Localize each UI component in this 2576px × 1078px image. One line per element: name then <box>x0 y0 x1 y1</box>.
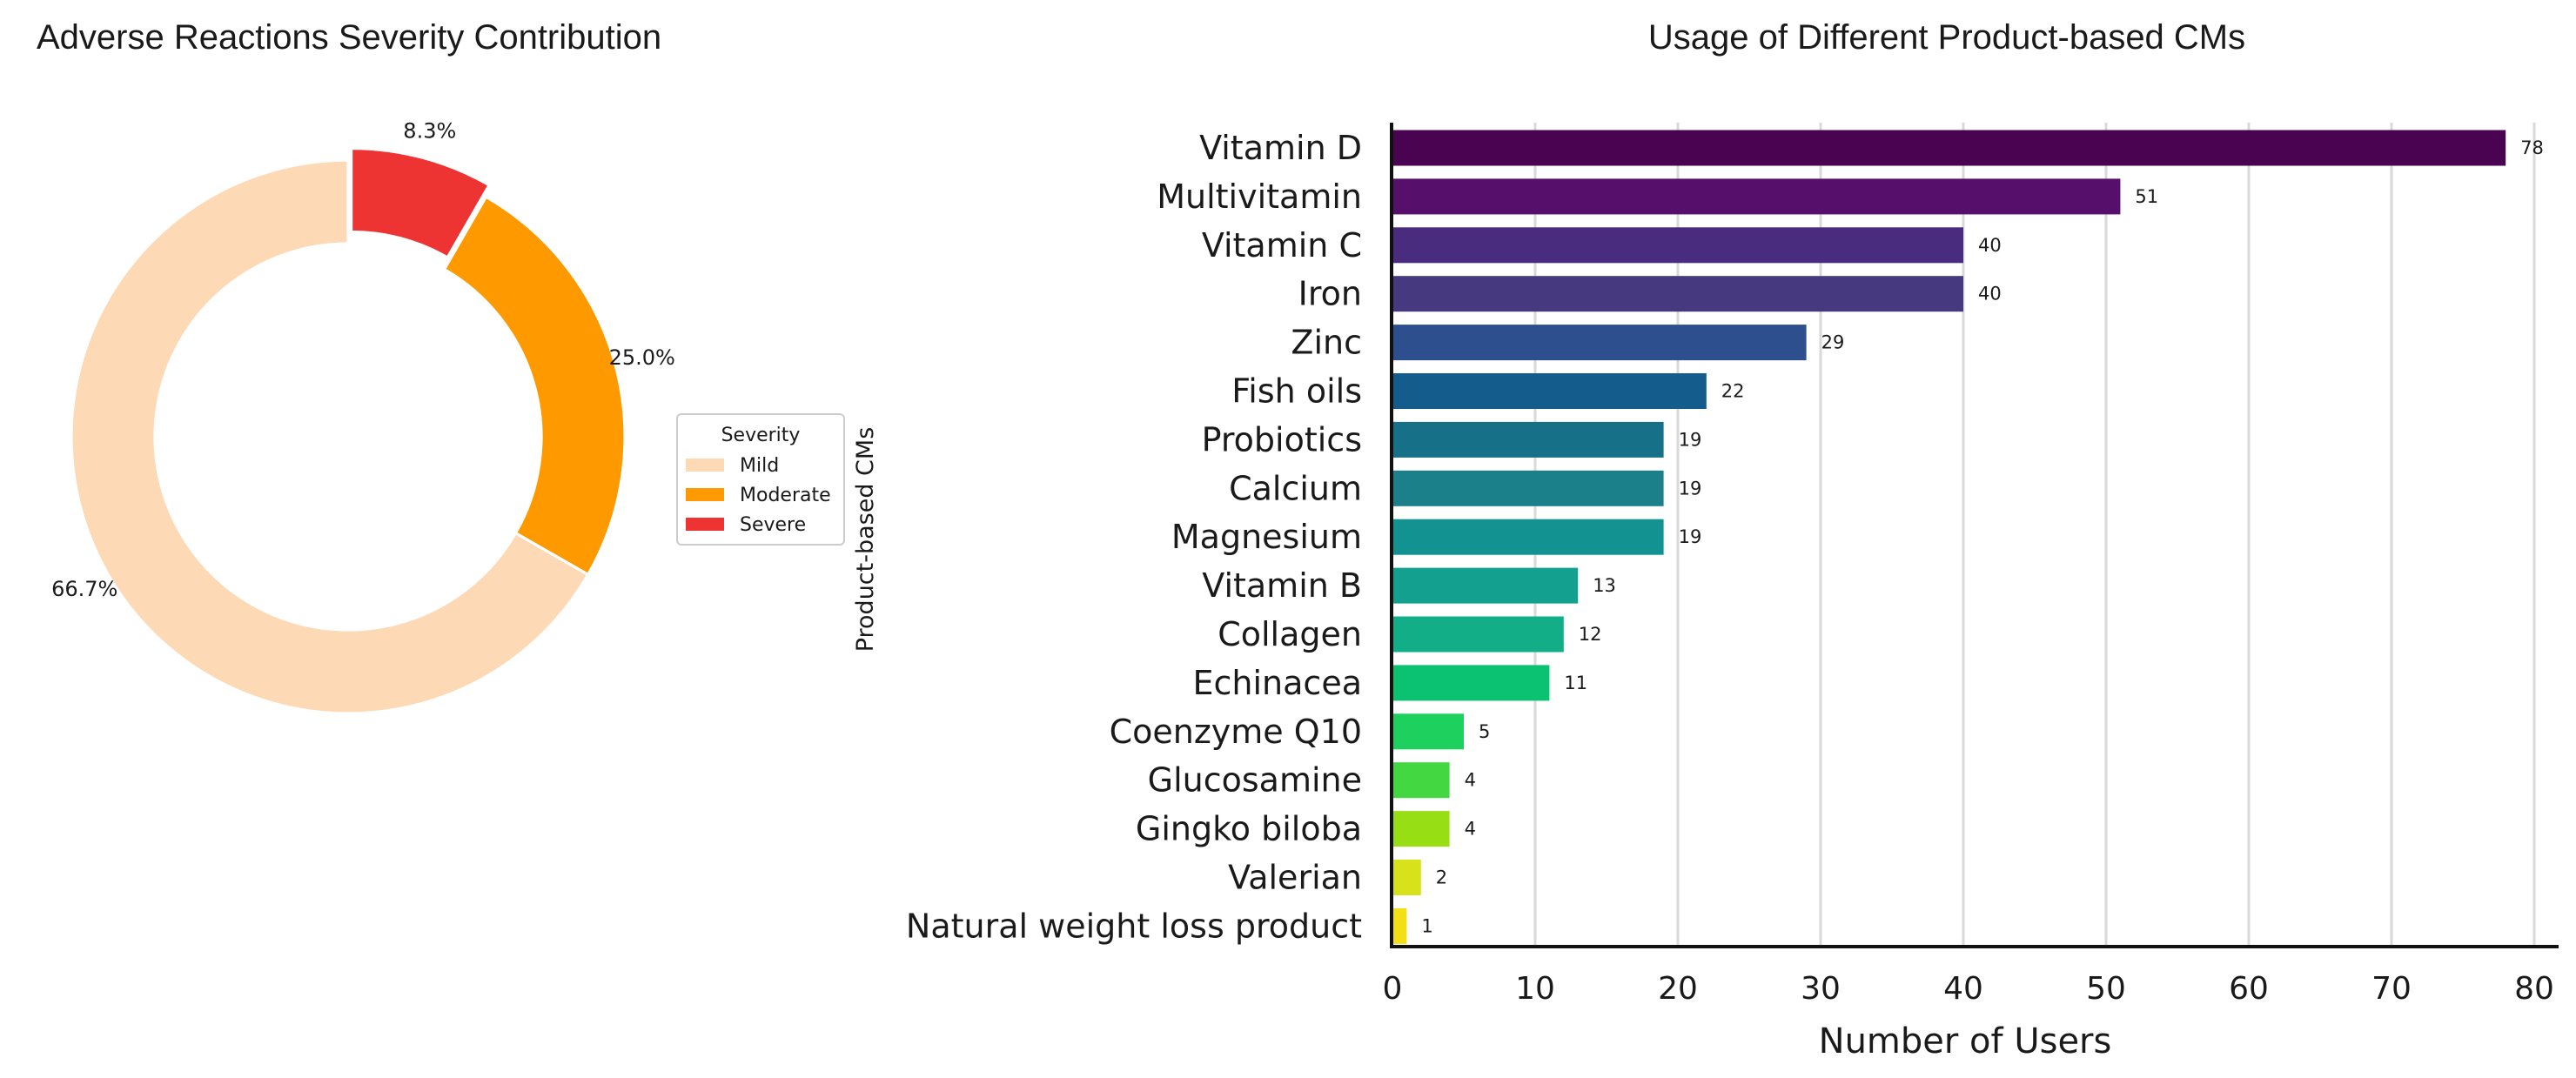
legend-swatch-mild <box>686 459 724 472</box>
legend-label-moderate: Moderate <box>740 485 831 506</box>
legend-swatch-moderate <box>686 488 724 501</box>
bar-value-coenzyme-q10: 5 <box>1479 721 1490 742</box>
category-label-coenzyme-q10: Coenzyme Q10 <box>1110 713 1362 751</box>
y-axis-title: Product-based CMs <box>852 427 879 653</box>
donut-slice-mild <box>70 158 590 715</box>
donut-pct-label-severe: 8.3% <box>403 118 456 143</box>
bar-fish-oils <box>1392 373 1707 409</box>
category-label-natural-weight-loss-product: Natural weight loss product <box>906 907 1362 945</box>
donut-chart-title: Adverse Reactions Severity Contribution <box>37 18 661 57</box>
category-label-magnesium: Magnesium <box>1171 518 1362 556</box>
bar-value-vitamin-c: 40 <box>1978 235 2002 256</box>
bars <box>1392 130 2506 944</box>
bar-value-zinc: 29 <box>1821 332 1845 353</box>
bar-vitamin-b <box>1392 567 1579 604</box>
bar-coenzyme-q10 <box>1392 713 1464 750</box>
x-tick-80: 80 <box>2514 971 2554 1007</box>
bar-glucosamine <box>1392 762 1450 799</box>
legend-label-severe: Severe <box>740 514 806 536</box>
bar-value-iron: 40 <box>1978 284 2002 305</box>
bar-iron <box>1392 276 1963 312</box>
bar-echinacea <box>1392 665 1550 701</box>
donut-labels: 66.7% 25.0% 8.3% <box>51 118 675 601</box>
bar-natural-weight-loss-product <box>1392 907 1407 944</box>
category-label-zinc: Zinc <box>1291 324 1362 362</box>
legend-label-mild: Mild <box>740 455 779 477</box>
x-tick-10: 10 <box>1515 971 1555 1007</box>
bar-probiotics <box>1392 421 1664 458</box>
x-tick-30: 30 <box>1801 971 1841 1007</box>
category-label-calcium: Calcium <box>1229 469 1362 507</box>
bar-collagen <box>1392 616 1564 653</box>
legend-swatch-severe <box>686 518 724 531</box>
bar-multivitamin <box>1392 178 2121 215</box>
severity-legend: Severity Mild Moderate Severe <box>676 413 845 546</box>
bar-zinc <box>1392 325 1807 361</box>
bar-vitamin-d <box>1392 130 2506 166</box>
bar-value-glucosamine: 4 <box>1465 770 1476 791</box>
bar-value-valerian: 2 <box>1436 867 1447 888</box>
bar-gingko-biloba <box>1392 811 1450 847</box>
category-label-vitamin-b: Vitamin B <box>1202 566 1362 605</box>
category-label-iron: Iron <box>1298 275 1362 313</box>
bar-value-multivitamin: 51 <box>2135 186 2158 207</box>
category-label-multivitamin: Multivitamin <box>1157 177 1362 216</box>
bar-vitamin-c <box>1392 227 1963 264</box>
bar-valerian <box>1392 860 1421 895</box>
bar-value-vitamin-d: 78 <box>2520 137 2544 158</box>
donut-slices <box>70 146 627 715</box>
bar-chart-title: Usage of Different Product-based CMs <box>1648 18 2245 57</box>
category-label-fish-oils: Fish oils <box>1231 372 1362 411</box>
x-tick-0: 0 <box>1383 971 1403 1007</box>
bar-value-collagen: 12 <box>1579 624 1602 645</box>
x-tick-60: 60 <box>2229 971 2269 1007</box>
category-label-valerian: Valerian <box>1228 859 1362 897</box>
bar-value-probiotics: 19 <box>1679 429 1702 450</box>
bar-value-magnesium: 19 <box>1679 526 1702 547</box>
bar-value-labels: 78 51 40 40 29 22 19 19 19 13 12 11 5 4 4 2 1 <box>1421 137 2544 936</box>
bar-magnesium <box>1392 519 1664 555</box>
x-tick-40: 40 <box>1943 971 1983 1007</box>
category-label-collagen: Collagen <box>1218 615 1362 653</box>
donut-slice-severe <box>350 146 492 260</box>
bar-value-fish-oils: 22 <box>1721 381 1745 402</box>
x-tick-50: 50 <box>2086 971 2126 1007</box>
x-tick-70: 70 <box>2371 971 2412 1007</box>
x-tick-20: 20 <box>1658 971 1698 1007</box>
donut-pct-label-mild: 66.7% <box>51 577 117 601</box>
bar-chart: Usage of Different Product-based CMs Pro… <box>852 18 2559 1061</box>
category-label-probiotics: Probiotics <box>1202 420 1362 459</box>
bar-value-gingko-biloba: 4 <box>1465 819 1476 840</box>
category-label-glucosamine: Glucosamine <box>1148 761 1362 800</box>
legend-frame <box>676 413 845 546</box>
bar-calcium <box>1392 470 1664 506</box>
bar-value-echinacea: 11 <box>1564 673 1587 693</box>
category-label-echinacea: Echinacea <box>1193 664 1362 702</box>
donut-pct-label-moderate: 25.0% <box>609 345 675 370</box>
x-axis-title: Number of Users <box>1819 1021 2112 1061</box>
donut-slice-moderate <box>442 195 627 577</box>
x-tick-labels: 0 10 20 30 40 50 60 70 80 <box>1383 971 2554 1007</box>
category-label-vitamin-d: Vitamin D <box>1199 129 1362 167</box>
category-labels: Vitamin D Multivitamin Vitamin C Iron Zinc Fi… <box>906 129 1362 945</box>
category-label-gingko-biloba: Gingko biloba <box>1136 810 1362 848</box>
bar-value-calcium: 19 <box>1679 478 1702 499</box>
bar-value-natural-weight-loss-product: 1 <box>1421 915 1432 936</box>
donut-chart: Adverse Reactions Severity Contribution … <box>37 18 845 715</box>
legend-title: Severity <box>721 425 801 446</box>
category-label-vitamin-c: Vitamin C <box>1202 226 1362 264</box>
bar-value-vitamin-b: 13 <box>1593 575 1616 596</box>
